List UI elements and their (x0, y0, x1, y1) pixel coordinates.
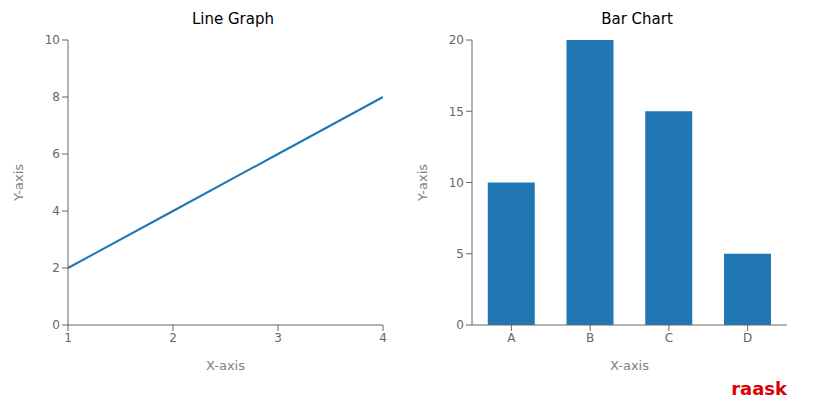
svg-text:20: 20 (449, 33, 464, 47)
svg-text:4: 4 (379, 331, 387, 345)
svg-text:6: 6 (52, 147, 60, 161)
svg-text:1: 1 (64, 331, 72, 345)
svg-text:X-axis: X-axis (206, 358, 245, 373)
svg-text:0: 0 (52, 318, 60, 332)
svg-text:D: D (743, 331, 752, 345)
svg-text:5: 5 (456, 247, 464, 261)
html-text:Bar Chart: Bar Chart (601, 10, 673, 28)
svg-text:15: 15 (449, 105, 464, 119)
svg-text:10: 10 (449, 176, 464, 190)
svg-text:Y-axis: Y-axis (415, 164, 430, 202)
svg-text:X-axis: X-axis (610, 358, 649, 373)
svg-text:10: 10 (45, 33, 60, 47)
svg-text:Y-axis: Y-axis (11, 164, 26, 202)
svg-text:2: 2 (169, 331, 177, 345)
html-text:Line Graph: Line Graph (192, 10, 274, 28)
svg-text:3: 3 (274, 331, 282, 345)
svg-text:8: 8 (52, 90, 60, 104)
svg-text:2: 2 (52, 261, 60, 275)
svg-text:0: 0 (456, 318, 464, 332)
svg-text:B: B (586, 331, 594, 345)
html-text:raask: raask (731, 377, 787, 399)
svg-text:C: C (665, 331, 673, 345)
svg-text:4: 4 (52, 204, 60, 218)
svg-text:A: A (507, 331, 516, 345)
